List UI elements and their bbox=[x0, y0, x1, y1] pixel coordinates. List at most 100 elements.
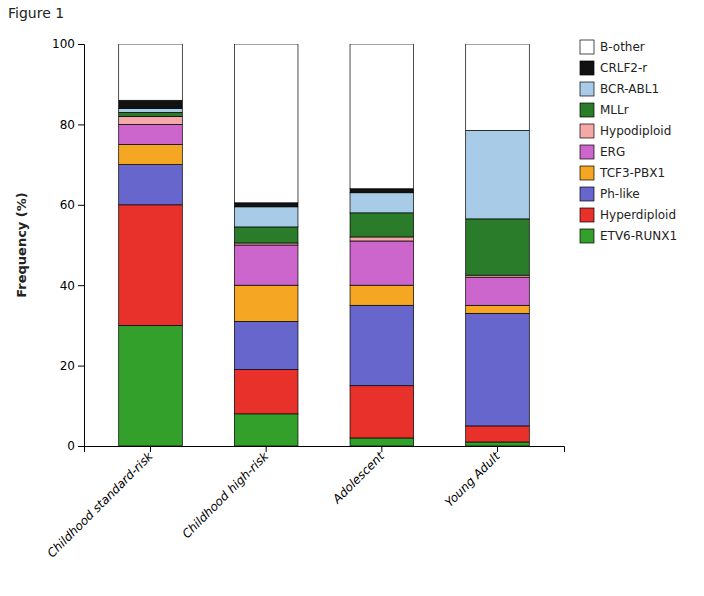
bar-segment bbox=[234, 321, 298, 369]
tick-label: 0 bbox=[67, 439, 75, 453]
tick-mark bbox=[78, 124, 84, 125]
bar-segment bbox=[119, 108, 183, 112]
legend-label: BCR-ABL1 bbox=[600, 82, 659, 96]
y-tick: 100 bbox=[52, 37, 84, 51]
x-tick: Childhood standard-risk bbox=[44, 446, 156, 560]
bar-segment bbox=[466, 426, 530, 442]
legend-item: ERG bbox=[580, 145, 625, 159]
y-axis: 0 20 40 60 80 100 bbox=[52, 37, 84, 453]
tick-mark bbox=[78, 366, 84, 367]
tick-mark bbox=[266, 446, 267, 452]
bars bbox=[119, 44, 530, 446]
legend-label: MLLr bbox=[600, 103, 629, 117]
bar-segment bbox=[234, 414, 298, 446]
x-axis: Childhood standard-riskChildhood high-ri… bbox=[44, 446, 564, 560]
legend-swatch bbox=[580, 187, 594, 201]
tick-label: Childhood standard-risk bbox=[44, 448, 156, 560]
bar-segment bbox=[350, 44, 414, 189]
legend-item: CRLF2-r bbox=[580, 61, 647, 75]
tick-mark bbox=[78, 285, 84, 286]
y-tick: 40 bbox=[60, 279, 84, 293]
legend-item: ETV6-RUNX1 bbox=[580, 229, 677, 243]
legend-item: B-other bbox=[580, 40, 645, 54]
legend-label: B-other bbox=[600, 40, 645, 54]
legend-item: MLLr bbox=[580, 103, 629, 117]
legend-label: Hyperdiploid bbox=[600, 208, 676, 222]
bar-segment bbox=[234, 44, 298, 203]
legend-swatch bbox=[580, 40, 594, 54]
plot-area: 0 20 40 60 80 100 Childhood standard-riskChild… bbox=[44, 37, 564, 560]
legend-swatch bbox=[580, 145, 594, 159]
tick-label: 60 bbox=[60, 198, 75, 212]
legend-swatch bbox=[580, 124, 594, 138]
x-tick: Young Adult bbox=[442, 446, 503, 510]
tick-label: 100 bbox=[52, 37, 75, 51]
bar-segment bbox=[466, 219, 530, 275]
tick-label: 80 bbox=[60, 118, 75, 132]
tick-mark bbox=[78, 205, 84, 206]
y-axis-label: Frequency (%) bbox=[14, 192, 29, 298]
legend-item: Hyperdiploid bbox=[580, 208, 676, 222]
legend-label: ETV6-RUNX1 bbox=[600, 229, 677, 243]
bar-segment bbox=[119, 325, 183, 446]
tick-label: Young Adult bbox=[442, 448, 503, 509]
bar-segment bbox=[466, 305, 530, 313]
x-tick: Childhood high-risk bbox=[179, 446, 272, 541]
y-tick: 80 bbox=[60, 118, 84, 132]
bar-segment bbox=[350, 305, 414, 385]
chart: Figure 1 0 20 40 60 80 100 Childhood standard-r… bbox=[0, 0, 704, 596]
legend-swatch bbox=[580, 103, 594, 117]
bar-segment bbox=[350, 285, 414, 305]
bar-segment bbox=[350, 189, 414, 193]
legend-swatch bbox=[580, 229, 594, 243]
bar-segment bbox=[466, 130, 530, 218]
tick-label: 20 bbox=[60, 359, 75, 373]
bar-segment bbox=[234, 245, 298, 285]
tick-mark bbox=[78, 446, 84, 447]
legend-label: Ph-like bbox=[600, 187, 640, 201]
bar-segment bbox=[119, 165, 183, 205]
legend-item: BCR-ABL1 bbox=[580, 82, 659, 96]
tick-label: 40 bbox=[60, 279, 75, 293]
legend: B-other CRLF2-r BCR-ABL1 MLLr Hypodiploid ERG… bbox=[580, 40, 677, 243]
bar-segment bbox=[119, 44, 183, 100]
bar-segment bbox=[119, 124, 183, 144]
bar-segment bbox=[350, 237, 414, 241]
bar-segment bbox=[119, 145, 183, 165]
x-tick: Adolescent bbox=[329, 446, 387, 507]
legend-label: TCF3-PBX1 bbox=[599, 166, 665, 180]
bar-segment bbox=[466, 442, 530, 446]
legend-label: ERG bbox=[600, 145, 625, 159]
y-tick: 0 bbox=[67, 439, 84, 453]
bar-segment bbox=[466, 313, 530, 426]
bar-segment bbox=[234, 227, 298, 243]
bar-segment bbox=[350, 193, 414, 213]
bar-segment bbox=[234, 370, 298, 414]
title: Figure 1 bbox=[8, 5, 64, 21]
legend-label: Hypodiploid bbox=[600, 124, 671, 138]
bar-segment bbox=[350, 438, 414, 446]
legend-item: Ph-like bbox=[580, 187, 640, 201]
bar-segment bbox=[119, 205, 183, 326]
legend-swatch bbox=[580, 166, 594, 180]
legend-item: Hypodiploid bbox=[580, 124, 671, 138]
bar-segment bbox=[466, 277, 530, 305]
bar-segment bbox=[234, 203, 298, 207]
legend-item: TCF3-PBX1 bbox=[580, 166, 665, 180]
axis-domain bbox=[78, 45, 85, 447]
legend-swatch bbox=[580, 82, 594, 96]
bar-segment bbox=[119, 100, 183, 108]
bar-segment bbox=[350, 213, 414, 237]
legend-swatch bbox=[580, 208, 594, 222]
y-tick: 60 bbox=[60, 198, 84, 212]
bar-segment bbox=[350, 241, 414, 285]
bar-segment bbox=[119, 116, 183, 124]
bar-segment bbox=[234, 285, 298, 321]
bar-segment bbox=[119, 112, 183, 116]
bar-segment bbox=[234, 207, 298, 227]
tick-mark bbox=[497, 446, 498, 452]
legend-swatch bbox=[580, 61, 594, 75]
tick-mark bbox=[150, 446, 151, 452]
tick-label: Childhood high-risk bbox=[179, 448, 272, 541]
legend-label: CRLF2-r bbox=[600, 61, 647, 75]
